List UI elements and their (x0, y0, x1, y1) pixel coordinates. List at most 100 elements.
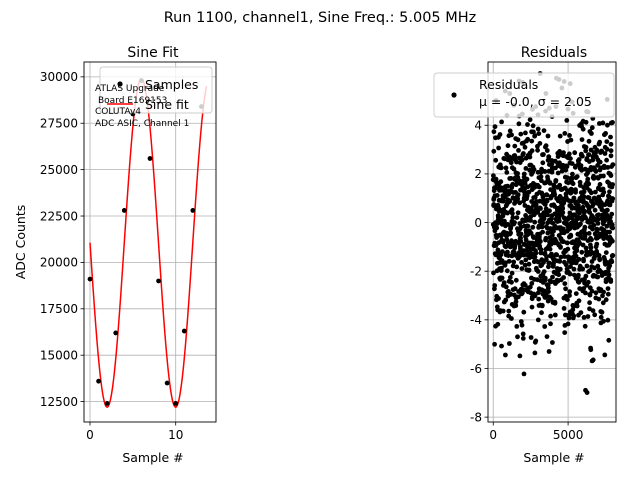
residual-point (510, 215, 516, 221)
residual-point (610, 120, 615, 125)
residual-point (583, 144, 589, 150)
residuals-ytick-label: -4 (470, 313, 482, 327)
residual-point (605, 165, 611, 170)
residual-point (524, 176, 530, 182)
residual-point (500, 239, 506, 245)
residual-point (608, 279, 614, 284)
residual-point (514, 159, 519, 165)
residual-point (586, 231, 592, 236)
residual-point (561, 239, 566, 245)
residual-point (590, 357, 596, 363)
residual-point (581, 258, 586, 264)
residual-point (573, 189, 578, 195)
residual-point (557, 259, 563, 264)
residual-point (515, 210, 521, 216)
residual-point (540, 229, 545, 235)
residual-point (523, 166, 529, 171)
residual-point (517, 200, 523, 206)
sample-point (164, 380, 170, 386)
residuals-legend-frame (433, 72, 615, 118)
residual-point (515, 137, 521, 143)
sine-fit-xtick-label: 10 (168, 428, 183, 442)
legend-residuals-stats: μ = -0.0, σ = 2.05 (479, 94, 592, 109)
residual-point (552, 300, 558, 306)
residual-point (610, 238, 615, 244)
residuals-ytick-label: -6 (470, 362, 482, 376)
residuals-xtick-label: 5000 (553, 428, 584, 442)
residual-point (574, 174, 580, 180)
residual-point (573, 253, 579, 259)
residual-point (499, 275, 505, 281)
residual-point (583, 119, 589, 125)
residual-point (571, 304, 576, 309)
residual-point (605, 122, 610, 128)
residual-point (566, 315, 572, 321)
residual-point (560, 210, 566, 216)
residual-point (493, 157, 499, 163)
residual-point (505, 253, 511, 258)
residual-point (602, 352, 608, 358)
residual-point (491, 173, 496, 179)
residual-point (545, 212, 550, 218)
residual-point (596, 253, 602, 258)
residual-point (567, 293, 572, 298)
residual-point (568, 137, 574, 143)
residual-point (515, 334, 520, 340)
residual-point (516, 294, 521, 300)
residual-point (533, 338, 539, 344)
residual-point (509, 316, 514, 321)
residuals-ytick-label: -8 (470, 410, 482, 424)
residual-point (607, 189, 612, 195)
sample-point (147, 156, 153, 161)
residual-point (605, 207, 610, 213)
residual-point (604, 139, 610, 145)
legend-samples-marker (117, 81, 123, 87)
sine-fit-xtick-label: 0 (86, 428, 94, 442)
residual-point (514, 215, 520, 221)
residual-point (514, 264, 520, 270)
residual-point (492, 124, 498, 130)
residual-point (609, 211, 615, 217)
residual-point (605, 317, 611, 323)
residual-point (536, 290, 541, 296)
residual-point (535, 209, 541, 215)
residual-point (529, 199, 535, 204)
residual-point (584, 390, 590, 395)
residual-point (603, 297, 609, 303)
residual-point (569, 175, 575, 181)
residual-point (579, 137, 585, 143)
residual-point (507, 275, 513, 280)
residual-point (518, 235, 523, 241)
residual-point (541, 128, 547, 134)
residual-point (528, 335, 534, 340)
residual-point (610, 182, 615, 187)
residual-point (610, 162, 616, 168)
residual-point (522, 144, 528, 150)
sine-fit-title: Sine Fit (127, 45, 179, 61)
residual-point (563, 286, 568, 292)
residual-point (543, 143, 549, 149)
residual-point (588, 347, 594, 353)
residual-point (580, 153, 585, 159)
residual-point (527, 154, 533, 160)
residual-point (541, 152, 546, 157)
residual-point (571, 313, 577, 319)
residual-point (525, 223, 531, 229)
residuals-ytick-label: 0 (474, 216, 482, 230)
residual-point (565, 246, 571, 252)
residual-point (553, 178, 559, 184)
residual-point (527, 284, 533, 290)
legend-residuals-marker (451, 92, 457, 98)
residual-point (587, 268, 593, 273)
residual-point (557, 182, 563, 188)
residual-point (554, 252, 560, 258)
residual-point (571, 266, 577, 272)
residual-point (520, 331, 526, 337)
residual-point (574, 303, 580, 309)
residual-point (550, 274, 555, 280)
residual-point (529, 281, 535, 286)
residual-point (542, 275, 548, 281)
residual-point (562, 131, 568, 136)
residual-point (527, 117, 533, 123)
residual-point (540, 160, 546, 166)
